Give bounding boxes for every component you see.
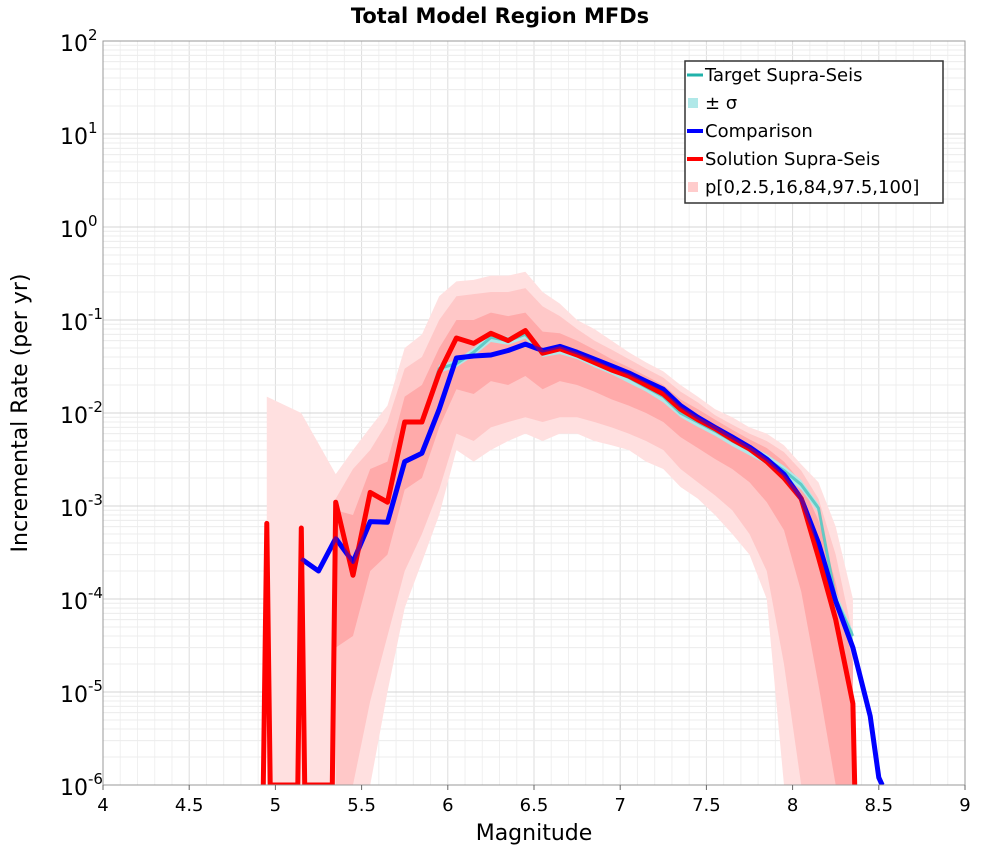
y-axis-label: Incremental Rate (per yr) [8, 274, 33, 553]
x-tick-label: 6 [442, 795, 453, 816]
x-tick-label: 4.5 [175, 795, 204, 816]
y-axis-ticks: 10-6 10-5 10-4 10-3 10-2 10-1 100 101 102 [60, 26, 103, 801]
y-tick-label: 10-6 [60, 770, 103, 801]
x-axis-ticks: 4 4.5 5 5.5 6 6.5 7 7.5 8 8.5 9 [97, 785, 971, 816]
band-- [421, 330, 853, 642]
legend-box [684, 60, 944, 204]
y-tick-label: 101 [60, 119, 98, 150]
legend-swatch [688, 182, 698, 192]
y-tick-label: 10-1 [60, 305, 103, 336]
legend-label: Target Supra-Seis [704, 65, 862, 86]
y-tick-label: 100 [60, 212, 98, 243]
y-tick-label: 102 [60, 26, 98, 57]
x-tick-label: 4 [97, 795, 108, 816]
x-tick-label: 7.5 [692, 795, 721, 816]
legend-label: Comparison [705, 121, 813, 142]
x-tick-label: 5.5 [347, 795, 376, 816]
y-tick-label: 10-2 [60, 398, 103, 429]
chart-title: Total Model Region MFDs [351, 4, 649, 28]
legend-label: Solution Supra-Seis [705, 149, 880, 170]
x-axis-label: Magnitude [476, 821, 593, 846]
x-tick-label: 5 [270, 795, 281, 816]
x-tick-label: 9 [959, 795, 970, 816]
series-lines [260, 328, 885, 785]
legend-swatch [688, 98, 698, 108]
x-tick-label: 6.5 [520, 795, 549, 816]
x-tick-label: 8 [787, 795, 798, 816]
legend-label: ± σ [705, 93, 737, 114]
series-line-comparison-overlay [300, 342, 885, 785]
x-tick-label: 8.5 [864, 795, 893, 816]
y-tick-label: 10-3 [60, 491, 103, 522]
y-tick-label: 10-4 [60, 584, 103, 615]
y-tick-label: 10-5 [60, 677, 103, 708]
band-p2-5-97-5 [335, 288, 853, 785]
legend: Target Supra-Seis ± σ Comparison Solution S… [684, 60, 944, 204]
x-tick-label: 7 [614, 795, 625, 816]
legend-label: p[0,2.5,16,84,97.5,100] [705, 177, 919, 198]
